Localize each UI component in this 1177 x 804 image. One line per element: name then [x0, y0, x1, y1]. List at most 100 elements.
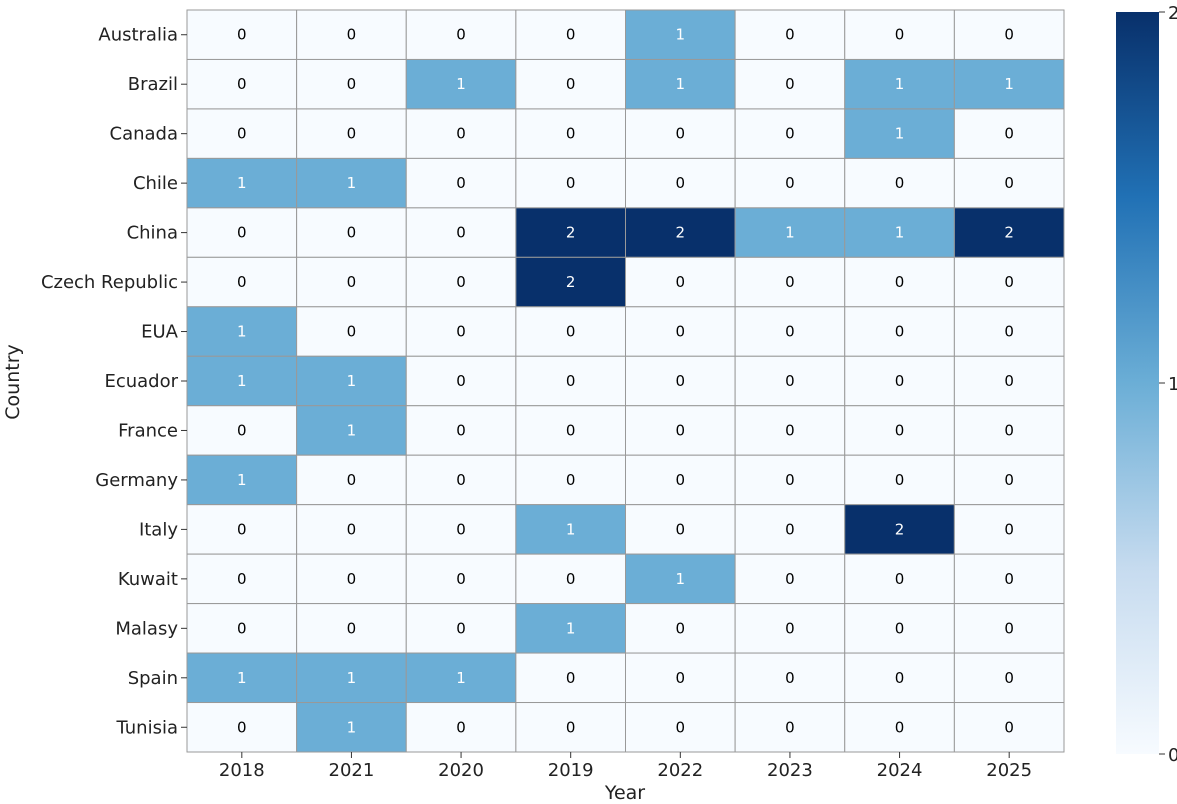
cell-value-label: 0 — [1004, 520, 1014, 538]
cell-value-label: 0 — [456, 570, 466, 588]
heatmap-cell — [405, 306, 517, 357]
x-tick-label: 2023 — [767, 760, 813, 781]
heatmap-cell — [515, 207, 626, 258]
cell-value-label: 0 — [566, 174, 576, 192]
cell-value-label: 0 — [1004, 718, 1014, 736]
heatmap-cell — [405, 355, 517, 407]
cell-value-label: 2 — [566, 224, 576, 242]
y-tick-label: Tunisia — [116, 717, 179, 738]
cell-value-label: 1 — [895, 224, 905, 242]
heatmap-cell — [844, 256, 955, 308]
heatmap-cell — [844, 108, 955, 159]
cell-value-label: 0 — [785, 125, 795, 143]
cell-value-label: 0 — [895, 174, 905, 192]
colorbar-gradient — [1116, 12, 1159, 754]
heatmap-cell — [953, 256, 1065, 308]
cell-value-label: 2 — [1004, 224, 1014, 242]
heatmap-cell — [515, 58, 626, 110]
cell-value-label: 0 — [1004, 372, 1014, 390]
cell-value-label: 1 — [347, 669, 357, 687]
cell-value-label: 0 — [895, 323, 905, 341]
heatmap-cell — [734, 207, 846, 258]
cell-value-label: 1 — [566, 520, 576, 538]
heatmap-cell — [734, 306, 846, 357]
cell-value-label: 0 — [895, 619, 905, 637]
y-tick-label: France — [118, 420, 178, 441]
heatmap-cell — [953, 652, 1065, 704]
cell-value-label: 1 — [237, 372, 247, 390]
cell-value-label: 0 — [676, 669, 686, 687]
heatmap-cell — [186, 9, 298, 60]
cell-value-label: 1 — [676, 570, 686, 588]
x-tick-label: 2021 — [329, 760, 375, 781]
cell-value-label: 0 — [785, 372, 795, 390]
heatmap-cell — [515, 9, 626, 60]
cell-value-label: 0 — [566, 26, 576, 44]
heatmap-cell — [186, 454, 298, 506]
heatmap-cell — [734, 256, 846, 308]
heatmap-cell — [844, 603, 955, 654]
heatmap-cell — [515, 603, 626, 654]
cell-value-label: 1 — [676, 75, 686, 93]
y-tick-label: Ecuador — [104, 371, 178, 392]
cell-value-label: 0 — [347, 619, 357, 637]
y-tick-label: Czech Republic — [41, 272, 178, 293]
heatmap-cell — [405, 504, 517, 555]
cell-value-label: 0 — [456, 224, 466, 242]
cell-value-label: 0 — [347, 273, 357, 291]
x-axis-ticks: 2018 2021 2020 2019 2022 2023 2024 2025 — [219, 752, 1032, 781]
cell-value-label: 0 — [785, 718, 795, 736]
x-axis-title: Year — [604, 782, 645, 804]
cell-value-label: 0 — [456, 718, 466, 736]
y-tick-label: Brazil — [128, 74, 178, 95]
cell-value-label: 1 — [1004, 75, 1014, 93]
cell-value-label: 0 — [347, 125, 357, 143]
heatmap-cell — [515, 157, 626, 209]
heatmap-cell — [953, 108, 1065, 159]
heatmap-cell — [844, 157, 955, 209]
heatmap-cell — [515, 652, 626, 704]
heatmap-cell — [296, 58, 407, 110]
x-tick-label: 2020 — [438, 760, 484, 781]
y-tick-label: Canada — [110, 124, 179, 145]
cell-value-label: 0 — [237, 421, 247, 439]
cell-value-label: 1 — [237, 669, 247, 687]
heatmap-cell — [296, 306, 407, 357]
cell-value-label: 0 — [785, 26, 795, 44]
cell-value-label: 1 — [237, 323, 247, 341]
cell-value-label: 0 — [785, 520, 795, 538]
cell-value-label: 0 — [237, 125, 247, 143]
heatmap-cell — [186, 702, 298, 753]
heatmap-cell — [953, 702, 1065, 753]
cell-value-label: 0 — [785, 570, 795, 588]
heatmap-cell — [186, 603, 298, 654]
heatmap-cell — [844, 454, 955, 506]
cell-value-label: 0 — [1004, 669, 1014, 687]
cell-value-label: 1 — [237, 471, 247, 489]
heatmap-cell — [405, 9, 517, 60]
cell-value-label: 0 — [676, 520, 686, 538]
cell-value-label: 0 — [785, 273, 795, 291]
cell-value-label: 1 — [347, 718, 357, 736]
cell-value-label: 2 — [676, 224, 686, 242]
y-tick-label: Chile — [133, 173, 178, 194]
cell-value-label: 0 — [456, 619, 466, 637]
cell-value-label: 0 — [676, 471, 686, 489]
heatmap-cell — [734, 58, 846, 110]
heatmap-cell — [734, 405, 846, 456]
heatmap-cell — [953, 553, 1065, 605]
cell-value-label: 0 — [895, 570, 905, 588]
cell-value-label: 2 — [895, 520, 905, 538]
cell-value-label: 0 — [676, 125, 686, 143]
y-tick-label: EUA — [141, 322, 179, 343]
heatmap-cell — [405, 157, 517, 209]
cell-value-label: 0 — [237, 718, 247, 736]
cell-value-label: 0 — [456, 520, 466, 538]
heatmap-cell — [405, 652, 517, 704]
cell-value-label: 0 — [895, 273, 905, 291]
cell-value-label: 1 — [895, 75, 905, 93]
heatmap-cell — [515, 553, 626, 605]
heatmap-cell — [405, 553, 517, 605]
heatmap-cell — [953, 306, 1065, 357]
